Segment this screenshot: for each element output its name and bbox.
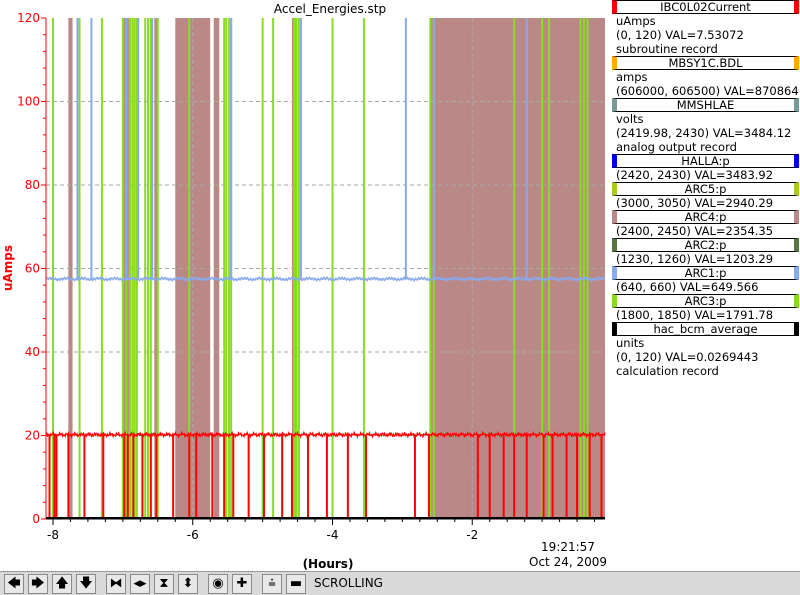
legend-name: ARC3:p — [612, 294, 799, 308]
plus-icon: ✚ — [236, 576, 248, 591]
legend-entry[interactable]: HALLA:p (2420, 2430) VAL=3483.92 — [610, 154, 800, 182]
legend-name: ARC5:p — [612, 182, 799, 196]
y-tick-label-5: 100 — [17, 95, 40, 109]
scroll-status: SCROLLING — [314, 576, 383, 590]
legend-detail: analog output record — [616, 140, 737, 154]
toggle-scroll-button[interactable]: ⩮ — [262, 574, 282, 594]
arc1-line — [45, 275, 606, 283]
y-tick-labels: 0 20 40 60 80 100 120 — [17, 11, 40, 526]
y-tick-label-6: 120 — [17, 11, 40, 25]
zoom-y-in-button[interactable]: ⧗ — [154, 574, 174, 594]
pan-down-button[interactable]: 🡇 — [76, 574, 96, 594]
legend-detail: (3000, 3050) VAL=2940.29 — [616, 196, 774, 210]
y-tick-label-2: 40 — [25, 345, 40, 359]
y-tick-label-1: 20 — [25, 429, 40, 443]
legend-entry[interactable]: ARC5:p (3000, 3050) VAL=2940.29 — [610, 182, 800, 210]
legend-detail: calculation record — [616, 364, 719, 378]
zoom-y-in-icon: ⧗ — [159, 576, 169, 591]
zoom-x-out-icon: ◂▸ — [133, 576, 147, 591]
legend-entry[interactable]: MBSY1C.BDL amps (606000, 606500) VAL=87086… — [610, 56, 800, 98]
legend-name: ARC2:p — [612, 238, 799, 252]
legend-detail: amps — [616, 70, 648, 84]
y-axis-label: uAmps — [1, 245, 15, 291]
x-tick-label-0: -8 — [47, 528, 59, 542]
pan-up-button[interactable]: 🡅 — [52, 574, 72, 594]
pan-left-button[interactable]: 🡄 — [4, 574, 24, 594]
x-axis-label: (Hours) — [303, 557, 354, 571]
legend-detail: (1230, 1260) VAL=1203.29 — [616, 252, 774, 266]
legend-name: HALLA:p — [612, 154, 799, 168]
arrow-up-icon: 🡅 — [55, 576, 69, 591]
x-tick-label-1: -6 — [187, 528, 199, 542]
legend-detail: uAmps — [616, 14, 656, 28]
target-icon: ◉ — [212, 576, 224, 591]
arrow-right-icon: 🡆 — [31, 576, 45, 591]
legend-detail: (0, 120) VAL=0.0269443 — [616, 350, 759, 364]
legend-entry[interactable]: ARC3:p (1800, 1850) VAL=1791.78 — [610, 294, 800, 322]
legend-entry[interactable]: hac_bcm_average units (0, 120) VAL=0.02694… — [610, 322, 800, 378]
autoscale-button[interactable]: ◉ — [208, 574, 228, 594]
legend-detail: (0, 120) VAL=7.53072 — [616, 28, 744, 42]
legend-detail: (2400, 2450) VAL=2354.35 — [616, 224, 774, 238]
arc4-band-2 — [154, 18, 158, 519]
y-tick-label-3: 60 — [25, 262, 40, 276]
y-tick-label-4: 80 — [25, 178, 40, 192]
stop-icon: ▬ — [289, 576, 303, 591]
legend-detail: subroutine record — [616, 42, 718, 56]
legend-detail: (606000, 606500) VAL=870864 — [616, 84, 799, 98]
x-tick-label-3: -2 — [466, 528, 478, 542]
zoom-x-in-button[interactable]: ⧓ — [106, 574, 126, 594]
legend-detail: volts — [616, 112, 644, 126]
legend-detail: (1800, 1850) VAL=1791.78 — [616, 308, 774, 322]
x-tick-label-2: -4 — [327, 528, 339, 542]
legend-name: MMSHLAE — [612, 98, 799, 112]
legend-name: MBSY1C.BDL — [612, 56, 799, 70]
x-tick-labels: -8 -6 -4 -2 — [47, 528, 478, 542]
pan-right-button[interactable]: 🡆 — [28, 574, 48, 594]
legend-entry[interactable]: ARC4:p (2400, 2450) VAL=2354.35 — [610, 210, 800, 238]
legend-entry[interactable]: IBC0L02Current uAmps (0, 120) VAL=7.53072 s… — [610, 0, 800, 56]
legend: IBC0L02Current uAmps (0, 120) VAL=7.53072 s… — [610, 0, 800, 378]
add-button[interactable]: ✚ — [232, 574, 252, 594]
ibc0l02-line — [45, 430, 606, 439]
ibc0l02-trace — [45, 430, 606, 519]
strip-chart[interactable]: 0 20 40 60 80 100 120 -8 -6 -4 -2 Accel_Energies.… — [0, 0, 610, 571]
stop-scroll-button[interactable]: ▬ — [286, 574, 306, 594]
legend-entry[interactable]: MMSHLAE volts (2419.98, 2430) VAL=3484.12 a… — [610, 98, 800, 154]
zoom-x-in-icon: ⧓ — [109, 576, 123, 591]
arrow-down-icon: 🡇 — [79, 576, 93, 591]
legend-detail: (2419.98, 2430) VAL=3484.12 — [616, 126, 792, 140]
arrow-left-icon: 🡄 — [7, 576, 21, 591]
chart-title: Accel_Energies.stp — [274, 2, 386, 16]
legend-entry[interactable]: ARC2:p (1230, 1260) VAL=1203.29 — [610, 238, 800, 266]
legend-detail: (640, 660) VAL=649.566 — [616, 280, 759, 294]
legend-entry[interactable]: ARC1:p (640, 660) VAL=649.566 — [610, 266, 800, 294]
legend-name: ARC4:p — [612, 210, 799, 224]
legend-name: hac_bcm_average — [612, 322, 799, 336]
zoom-x-out-button[interactable]: ◂▸ — [130, 574, 150, 594]
zoom-y-out-button[interactable]: ⬍ — [178, 574, 198, 594]
arc1-trace — [45, 18, 606, 283]
y-tick-label-0: 0 — [32, 512, 40, 526]
legend-detail: (2420, 2430) VAL=3483.92 — [616, 168, 774, 182]
now-time-label: 19:21:57 — [541, 540, 595, 554]
zoom-y-out-icon: ⬍ — [182, 576, 194, 591]
legend-name: ARC1:p — [612, 266, 799, 280]
scroll-icon: ⩮ — [268, 576, 276, 591]
axes — [41, 17, 605, 525]
toolbar: 🡄 🡆 🡅 🡇 ⧓ ◂▸ ⧗ ⬍ ◉ ✚ ⩮ ▬ SCROLLING — [0, 571, 800, 595]
legend-detail: units — [616, 336, 645, 350]
legend-name: IBC0L02Current — [612, 0, 799, 14]
now-date-label: Oct 24, 2009 — [529, 555, 607, 569]
